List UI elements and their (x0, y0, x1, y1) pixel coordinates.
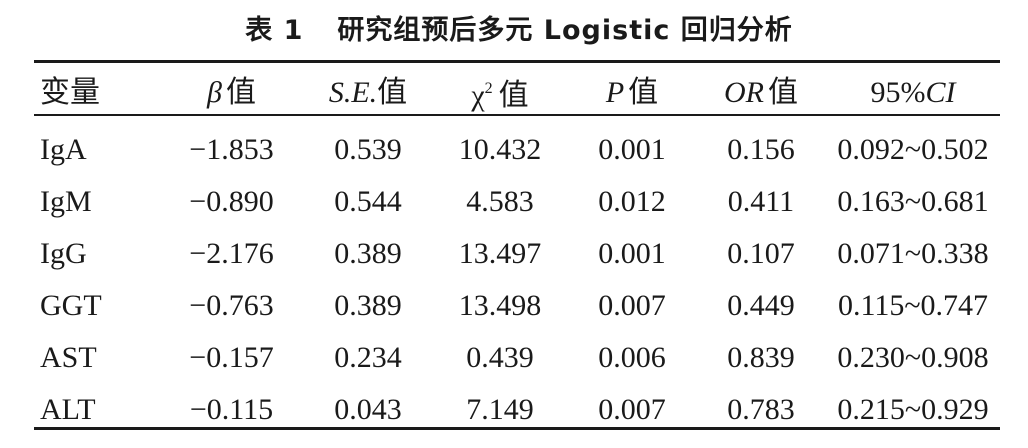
cell-beta: −2.176 (189, 237, 274, 270)
cell-variable: ALT (40, 393, 96, 426)
cell-chi2: 0.439 (466, 341, 534, 374)
cell-chi2: 4.583 (466, 185, 534, 218)
cell-or: 0.156 (727, 133, 795, 166)
cell-or: 0.411 (727, 185, 795, 218)
cell-p: 0.006 (598, 341, 666, 374)
cell-ci: 0.163~0.681 (837, 185, 989, 218)
cell-se: 0.389 (334, 289, 402, 322)
top-rule (34, 60, 1000, 63)
cell-variable: IgA (40, 133, 87, 166)
cell-se: 0.043 (334, 393, 402, 426)
caption-title: 研究组预后多元 Logistic 回归分析 (337, 15, 793, 46)
table-row: ALT −0.115 0.043 7.149 0.007 0.783 0.215… (34, 384, 1000, 436)
header-rule (34, 114, 1000, 116)
cell-beta: −1.853 (189, 133, 274, 166)
header-variable: 变量 (40, 74, 100, 110)
table-row: AST −0.157 0.234 0.439 0.006 0.839 0.230… (34, 332, 1000, 384)
cell-se: 0.389 (334, 237, 402, 270)
cell-p: 0.007 (598, 289, 666, 322)
cell-or: 0.449 (727, 289, 795, 322)
header-ci: 95%CI (870, 75, 956, 109)
table-row: IgA −1.853 0.539 10.432 0.001 0.156 0.09… (34, 121, 1000, 176)
header-se: S.E.值 (328, 74, 408, 110)
caption-label: 表 1 (245, 15, 304, 46)
cell-variable: GGT (40, 289, 102, 322)
cell-chi2: 10.432 (458, 133, 542, 166)
cell-beta: −0.115 (189, 393, 274, 426)
cell-p: 0.012 (598, 185, 666, 218)
cell-beta: −0.763 (189, 289, 274, 322)
cell-ci: 0.215~0.929 (837, 393, 989, 426)
cell-variable: AST (40, 341, 97, 374)
cell-or: 0.107 (727, 237, 795, 270)
cell-se: 0.234 (334, 341, 402, 374)
cell-variable: IgM (40, 185, 92, 218)
cell-se: 0.544 (334, 185, 402, 218)
cell-p: 0.007 (598, 393, 666, 426)
cell-or: 0.839 (727, 341, 795, 374)
cell-chi2: 7.149 (466, 393, 534, 426)
cell-or: 0.783 (727, 393, 795, 426)
header-chi-square: χ2 值 (471, 78, 529, 113)
cell-chi2: 13.497 (458, 237, 542, 270)
table-caption: 表 1 研究组预后多元 Logistic 回归分析 (0, 14, 1028, 48)
header-or: OR 值 (724, 74, 798, 110)
cell-beta: −0.890 (189, 185, 274, 218)
cell-ci: 0.092~0.502 (837, 133, 989, 166)
cell-ci: 0.230~0.908 (837, 341, 989, 374)
cell-variable: IgG (40, 237, 87, 270)
table-row: IgG −2.176 0.389 13.497 0.001 0.107 0.07… (34, 228, 1000, 280)
cell-ci: 0.115~0.747 (837, 289, 989, 322)
table-row: IgM −0.890 0.544 4.583 0.012 0.411 0.163… (34, 176, 1000, 228)
cell-beta: −0.157 (189, 341, 274, 374)
table-row: GGT −0.763 0.389 13.498 0.007 0.449 0.11… (34, 280, 1000, 332)
cell-p: 0.001 (598, 133, 666, 166)
cell-ci: 0.071~0.338 (837, 237, 989, 270)
bottom-rule (34, 427, 1000, 430)
cell-se: 0.539 (334, 133, 402, 166)
cell-chi2: 13.498 (458, 289, 542, 322)
cell-p: 0.001 (598, 237, 666, 270)
